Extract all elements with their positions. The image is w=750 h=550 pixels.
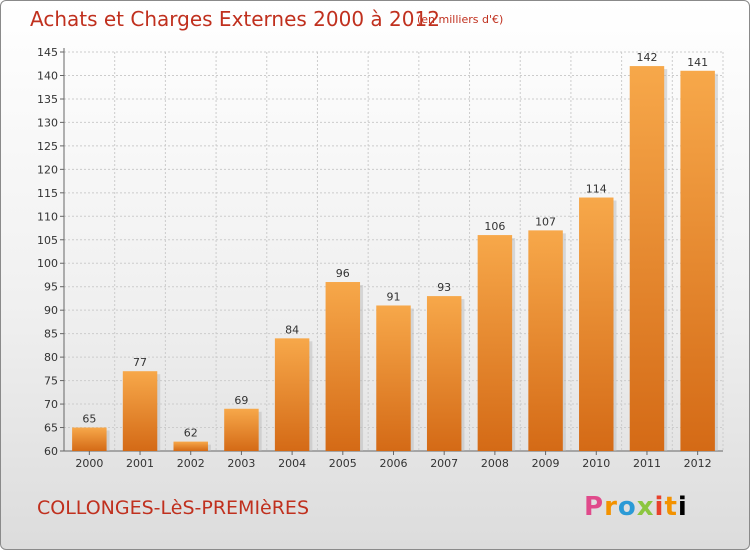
x-tick-label: 2003	[227, 457, 255, 470]
bar-2011	[629, 66, 665, 452]
bar-2009	[528, 230, 563, 451]
bar-2008	[477, 235, 513, 451]
x-tick-label: 2009	[532, 457, 560, 470]
data-label: 65	[82, 413, 96, 426]
bar-2007	[426, 296, 462, 451]
y-tick-label: 80	[44, 351, 58, 364]
y-tick-label: 105	[37, 234, 58, 247]
data-label: 91	[387, 290, 401, 303]
logo-letter: i	[677, 492, 688, 522]
bar-2012	[680, 70, 715, 451]
x-tick-label: 2012	[684, 457, 712, 470]
y-tick-label: 85	[44, 328, 58, 341]
data-label: 93	[437, 281, 451, 294]
y-tick-label: 75	[44, 375, 58, 388]
logo-letter: P	[584, 492, 605, 522]
bar-2006	[376, 305, 411, 451]
bars	[72, 66, 718, 452]
y-tick-label: 100	[37, 257, 58, 270]
x-tick-label: 2000	[75, 457, 103, 470]
y-tick-label: 110	[37, 210, 58, 223]
x-tick-label: 2001	[126, 457, 154, 470]
bar-2005	[325, 282, 361, 451]
y-tick-label: 95	[44, 281, 58, 294]
x-tick-label: 2006	[380, 457, 408, 470]
y-tick-label: 115	[37, 187, 58, 200]
x-tick-label: 2010	[582, 457, 610, 470]
bar-2000	[72, 427, 107, 451]
x-tick-label: 2002	[177, 457, 205, 470]
y-tick-label: 60	[44, 445, 58, 458]
logo-letter: t	[664, 492, 678, 522]
labels: 65 2000 77 2001 62 2002 69 2003 84 2004 96 2005 91 20…	[75, 51, 711, 470]
logo-letter: i	[654, 492, 665, 522]
data-label: 62	[184, 427, 198, 440]
y-tick-label: 135	[37, 93, 58, 106]
x-tick-label: 2004	[278, 457, 306, 470]
data-label: 114	[586, 183, 607, 196]
y-tick-label: 70	[44, 398, 58, 411]
y-tick-label: 120	[37, 163, 58, 176]
data-label: 77	[133, 356, 147, 369]
bar-2003	[224, 408, 259, 451]
data-label: 142	[636, 51, 657, 64]
data-label: 106	[484, 220, 505, 233]
bar-2010	[579, 197, 614, 451]
chart-unit: (en milliers d'€)	[417, 13, 504, 26]
logo-letter: x	[636, 492, 655, 522]
chart-title: Achats et Charges Externes 2000 à 2012	[30, 7, 440, 31]
logo-letter: o	[617, 492, 637, 522]
bar-2004	[274, 338, 310, 451]
y-tick-label: 140	[37, 69, 58, 82]
y-tick-label: 130	[37, 116, 58, 129]
x-tick-label: 2005	[329, 457, 357, 470]
data-label: 96	[336, 267, 350, 280]
x-tick-label: 2008	[481, 457, 509, 470]
data-label: 107	[535, 215, 556, 228]
y-tick-label: 90	[44, 304, 58, 317]
x-tick-label: 2007	[430, 457, 458, 470]
logo-letter: r	[604, 492, 618, 522]
bar-2002	[173, 441, 208, 451]
y-tick-label: 65	[44, 422, 58, 435]
x-tick-label: 2011	[633, 457, 661, 470]
proxiti-logo[interactable]: Proxiti	[584, 492, 688, 522]
data-label: 84	[285, 323, 299, 336]
data-label: 69	[234, 394, 248, 407]
data-label: 141	[687, 56, 708, 69]
y-tick-label: 145	[37, 46, 58, 59]
y-tick-label: 125	[37, 140, 58, 153]
bar-2001	[122, 371, 158, 451]
commune-name: COLLONGES-LèS-PREMIèRES	[37, 497, 310, 519]
